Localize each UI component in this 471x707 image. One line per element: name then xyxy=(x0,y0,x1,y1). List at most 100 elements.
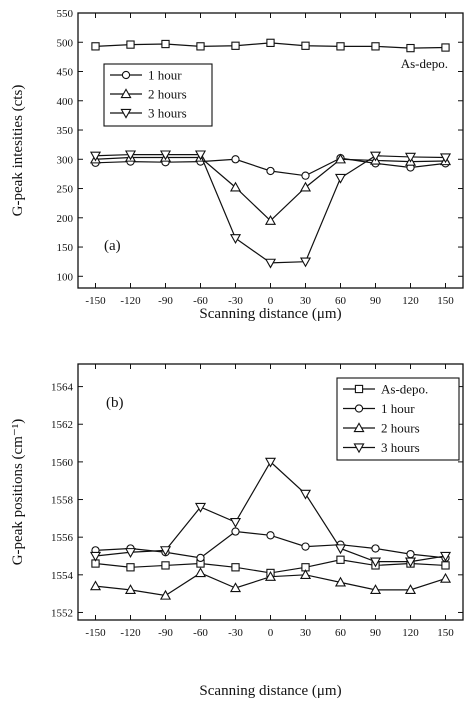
data-point xyxy=(126,563,135,572)
series-circle xyxy=(91,153,450,180)
legend-marker xyxy=(354,404,364,413)
data-point xyxy=(336,555,345,564)
data-point xyxy=(369,557,382,568)
legend: 1 hour 2 hours 3 hours xyxy=(103,63,213,127)
y-tick-label: 1554 xyxy=(51,570,74,582)
data-point xyxy=(299,489,312,500)
x-tick-label: 60 xyxy=(335,627,347,639)
chart-panel-b: -150 -120 -90 -60 -30 0 30 60 90 120 150 1552 1554 15… xyxy=(10,363,464,699)
y-tick-label: 1564 xyxy=(51,382,74,394)
panel-label: (a) xyxy=(104,238,121,254)
data-point xyxy=(89,151,102,162)
series-triangle-up xyxy=(89,567,452,600)
data-point xyxy=(334,544,347,555)
y-tick-label: 1560 xyxy=(51,457,74,469)
x-tick-label: 150 xyxy=(437,627,454,639)
legend-marker xyxy=(120,88,132,99)
data-point xyxy=(264,258,277,269)
x-tick-label: 120 xyxy=(402,295,419,307)
data-point xyxy=(231,527,240,536)
data-point xyxy=(194,502,207,513)
series-square xyxy=(91,38,450,53)
data-point xyxy=(161,39,170,49)
data-point xyxy=(371,42,380,51)
data-point xyxy=(264,457,277,468)
x-tick-label: 0 xyxy=(268,627,274,639)
y-tick-label: 400 xyxy=(57,96,74,108)
legend-label: 2 hours xyxy=(381,421,420,436)
data-point xyxy=(299,569,312,579)
data-point xyxy=(264,570,277,581)
data-point xyxy=(229,582,242,593)
y-tick-label: 150 xyxy=(57,242,74,254)
y-tick-label: 1556 xyxy=(51,532,74,544)
data-point xyxy=(441,561,450,570)
x-tick-label: -30 xyxy=(228,295,243,307)
legend-marker xyxy=(353,443,365,454)
data-point xyxy=(89,551,102,562)
y-axis-label: G-peak intesities (cts) xyxy=(10,85,26,217)
data-point xyxy=(404,584,417,595)
data-point xyxy=(231,563,240,572)
data-point xyxy=(159,589,172,600)
data-point xyxy=(301,171,310,180)
x-tick-label: 30 xyxy=(300,627,312,639)
data-point xyxy=(266,531,275,540)
legend-label: 3 hours xyxy=(148,106,187,121)
x-tick-label: -90 xyxy=(158,627,173,639)
data-point xyxy=(406,43,415,53)
data-point xyxy=(229,517,242,528)
y-tick-label: 100 xyxy=(57,271,74,283)
data-point xyxy=(299,181,312,192)
y-tick-label: 350 xyxy=(57,125,74,137)
data-point xyxy=(124,584,137,595)
y-tick-label: 300 xyxy=(57,154,74,166)
data-point xyxy=(299,257,312,268)
data-point xyxy=(301,41,310,50)
legend-marker xyxy=(121,70,131,80)
legend-label: 2 hours xyxy=(148,87,187,102)
data-point xyxy=(336,42,345,51)
data-point xyxy=(196,42,205,51)
data-point xyxy=(439,153,452,164)
y-tick-label: 250 xyxy=(57,184,74,196)
data-point xyxy=(334,576,347,587)
data-point xyxy=(404,557,417,568)
data-point xyxy=(159,546,172,557)
series-circle xyxy=(91,527,450,563)
series-line xyxy=(95,460,446,563)
data-point xyxy=(161,561,170,570)
x-tick-label: 150 xyxy=(437,295,454,307)
y-tick-label: 1562 xyxy=(51,419,73,431)
y-tick-label: 550 xyxy=(57,8,74,20)
x-tick-label: 90 xyxy=(370,627,382,639)
y-tick-label: 500 xyxy=(57,37,74,49)
data-point xyxy=(91,42,100,51)
legend-label: 1 hour xyxy=(148,68,182,83)
data-point xyxy=(124,150,137,161)
x-tick-label: 90 xyxy=(370,295,382,307)
data-point xyxy=(266,166,275,176)
x-tick-label: -150 xyxy=(85,627,106,639)
x-tick-label: -30 xyxy=(228,627,243,639)
x-tick-label: -150 xyxy=(85,295,106,307)
data-point xyxy=(194,150,207,161)
data-point xyxy=(124,548,137,558)
y-axis-label: G-peak positions (cm⁻¹) xyxy=(10,419,26,566)
data-point xyxy=(126,40,135,49)
data-point xyxy=(334,153,347,164)
y-tick-label: 200 xyxy=(57,213,74,225)
data-point xyxy=(369,151,382,162)
data-point xyxy=(371,544,380,553)
x-axis-label: Scanning distance (μm) xyxy=(199,306,341,322)
data-point xyxy=(266,38,275,47)
y-tick-label: 1552 xyxy=(51,607,73,619)
series-triangle-down xyxy=(89,457,452,568)
chart-panel-a: -150 -120 -90 -60 -30 0 30 60 90 120 150 100 150 200 2… xyxy=(10,8,464,322)
data-point xyxy=(229,181,242,192)
data-point xyxy=(89,580,102,591)
data-point xyxy=(404,152,417,163)
data-point xyxy=(159,150,172,161)
x-tick-label: -90 xyxy=(158,295,173,307)
